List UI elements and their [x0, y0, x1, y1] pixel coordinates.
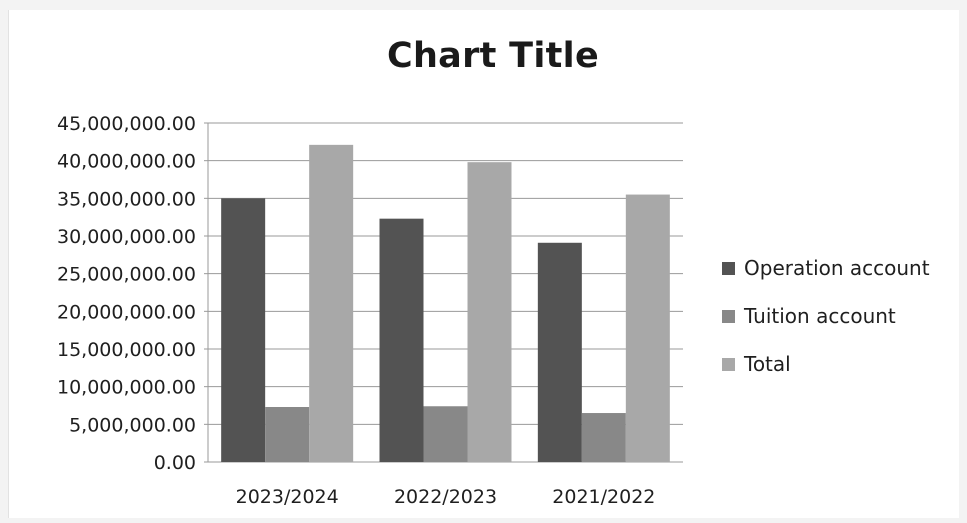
- legend-item: Tuition account: [722, 292, 962, 340]
- bar-1-2: [581, 413, 626, 462]
- y-tick-label: 5,000,000.00: [69, 414, 196, 436]
- bar-1-0: [265, 407, 310, 462]
- y-tick-label: 30,000,000.00: [57, 226, 196, 248]
- legend-label: Tuition account: [744, 304, 896, 328]
- bar-0-0: [221, 198, 266, 463]
- bar-2-2: [625, 194, 670, 463]
- bar-0-1: [379, 218, 424, 462]
- legend-label: Operation account: [744, 256, 930, 280]
- x-tick-label: 2022/2023: [394, 486, 497, 508]
- y-tick-label: 40,000,000.00: [57, 151, 196, 173]
- legend-swatch: [722, 357, 735, 371]
- legend-swatch: [722, 309, 735, 323]
- bar-1-1: [423, 406, 468, 462]
- x-tick-label: 2021/2022: [552, 486, 655, 508]
- legend-item: Total: [722, 340, 962, 388]
- bar-2-0: [309, 144, 354, 462]
- legend-label: Total: [744, 352, 791, 376]
- y-tick-label: 20,000,000.00: [57, 301, 196, 323]
- y-tick-label: 10,000,000.00: [57, 377, 196, 399]
- y-tick-label: 35,000,000.00: [57, 188, 196, 210]
- y-tick-label: 25,000,000.00: [57, 264, 196, 286]
- chart-title: Chart Title: [386, 36, 600, 76]
- y-tick-label: 15,000,000.00: [57, 339, 196, 361]
- legend-swatch: [722, 261, 735, 275]
- bar-2-1: [467, 162, 512, 462]
- bar-0-2: [537, 242, 582, 462]
- y-tick-label: 0.00: [154, 452, 196, 474]
- legend-item: Operation account: [722, 244, 962, 292]
- legend: Operation account Tuition account Total: [722, 244, 962, 388]
- y-tick-label: 45,000,000.00: [57, 113, 196, 135]
- x-tick-label: 2023/2024: [236, 486, 339, 508]
